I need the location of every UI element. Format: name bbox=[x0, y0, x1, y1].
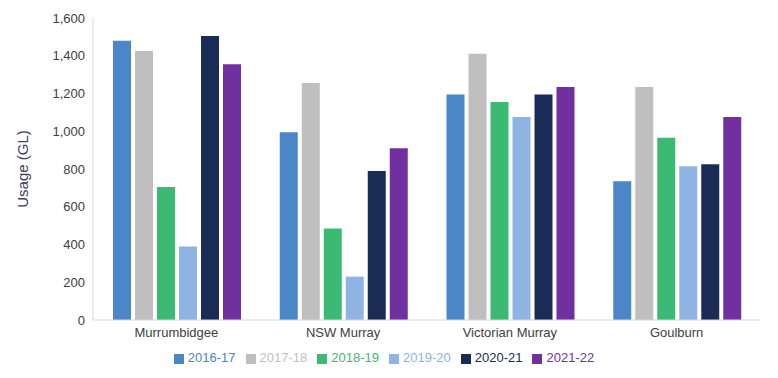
html-text:2017-18: 2017-18 bbox=[259, 350, 308, 365]
html-text:2021-22: 2021-22 bbox=[546, 350, 595, 365]
svg-text:1,400: 1,400 bbox=[52, 48, 85, 63]
svg-text:200: 200 bbox=[63, 275, 85, 290]
svg-text:Goulburn: Goulburn bbox=[650, 325, 703, 340]
svg-text:1,200: 1,200 bbox=[52, 86, 85, 101]
html-text:2019-20: 2019-20 bbox=[403, 350, 451, 365]
svg-text:Victorian Murray: Victorian Murray bbox=[463, 325, 558, 340]
html-text:2020-21: 2020-21 bbox=[474, 350, 523, 365]
svg-text:0: 0 bbox=[78, 313, 85, 328]
svg-text:Murrumbidgee: Murrumbidgee bbox=[134, 325, 218, 340]
svg-text:600: 600 bbox=[63, 199, 85, 214]
svg-text:400: 400 bbox=[63, 237, 85, 252]
html-text:2016-17: 2016-17 bbox=[187, 350, 236, 365]
html-text:2018-19: 2018-19 bbox=[331, 350, 379, 365]
svg-text:NSW Murray: NSW Murray bbox=[306, 325, 381, 340]
svg-text:Usage (GL): Usage (GL) bbox=[14, 130, 31, 208]
svg-text:1,600: 1,600 bbox=[52, 11, 85, 26]
svg-text:800: 800 bbox=[63, 162, 85, 177]
svg-text:1,000: 1,000 bbox=[52, 124, 85, 139]
